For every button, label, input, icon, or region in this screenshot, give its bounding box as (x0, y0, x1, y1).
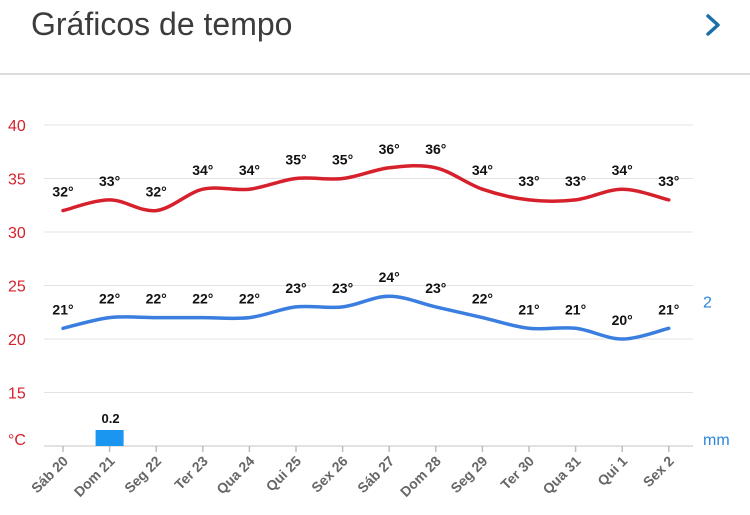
temperature-label: 21° (518, 301, 539, 317)
temperature-label: 22° (192, 291, 213, 307)
chevron-right-icon[interactable] (700, 10, 726, 40)
y-tick-label: 25 (8, 279, 26, 296)
temperature-label: 33° (658, 173, 679, 189)
x-tick-label: Dom 21 (71, 453, 118, 500)
temperature-label: 22° (146, 291, 167, 307)
max-temperature-line (61, 164, 671, 213)
x-tick-label: Sex 26 (308, 453, 351, 496)
temperature-label: 33° (518, 173, 539, 189)
temperature-label: 36° (425, 141, 446, 157)
x-tick-label: Dom 28 (397, 453, 444, 500)
temperature-label: 23° (285, 280, 306, 296)
x-tick-label: Seg 22 (121, 453, 164, 496)
x-tick-label: Seg 29 (447, 453, 490, 496)
header: Gráficos de tempo (0, 0, 750, 75)
x-tick-label: Ter 30 (497, 453, 537, 493)
temperature-label: 34° (612, 162, 633, 178)
temperature-label: 23° (332, 280, 353, 296)
temperature-label: 22° (472, 291, 493, 307)
page-title: Gráficos de tempo (31, 6, 293, 42)
x-tick-label: Sex 2 (640, 453, 677, 490)
precipitation-bar (95, 430, 124, 446)
temperature-label: 24° (379, 269, 400, 285)
y-tick-label: 15 (8, 386, 26, 403)
x-tick-label: Qui 25 (263, 453, 305, 495)
precipitation-label: 0.2 (102, 411, 120, 426)
temperature-label: 32° (52, 184, 73, 200)
x-tick-label: Ter 23 (171, 453, 211, 493)
temperature-label: 34° (239, 162, 260, 178)
min-temperature-line (61, 294, 671, 341)
temperature-label: 36° (379, 141, 400, 157)
y-tick-label: 20 (8, 332, 26, 349)
temperature-label: 21° (658, 301, 679, 317)
temperature-label: 23° (425, 280, 446, 296)
weather-chart: 40 35 30 25 20 15 °C 2 mm 32° 33° 32° 34° 34° 35° 35° 36… (8, 118, 730, 500)
x-tick-label: Qua 24 (213, 453, 257, 497)
temperature-label: 21° (565, 301, 586, 317)
x-tick-label: Qua 31 (539, 453, 583, 497)
temperature-label: 32° (146, 184, 167, 200)
temperature-label: 20° (612, 312, 633, 328)
y-tick-label: 40 (8, 118, 26, 135)
y-tick-label: 35 (8, 172, 26, 189)
temperature-label: 21° (52, 301, 73, 317)
temperature-label: 34° (192, 162, 213, 178)
temperature-label: 34° (472, 162, 493, 178)
x-tick-label: Qui 1 (594, 453, 630, 489)
x-tick-label: Sáb 27 (354, 453, 397, 496)
y-tick-label: 30 (8, 225, 26, 242)
y-unit-label: °C (8, 432, 26, 449)
temperature-label: 22° (239, 291, 260, 307)
temperature-label: 33° (99, 173, 120, 189)
temperature-label: 33° (565, 173, 586, 189)
temperature-label: 35° (285, 152, 306, 168)
temperature-label: 22° (99, 291, 120, 307)
secondary-unit-label: mm (703, 432, 730, 449)
temperature-label: 35° (332, 152, 353, 168)
secondary-y-tick-label: 2 (703, 295, 712, 312)
x-tick-label: Sáb 20 (28, 453, 71, 496)
